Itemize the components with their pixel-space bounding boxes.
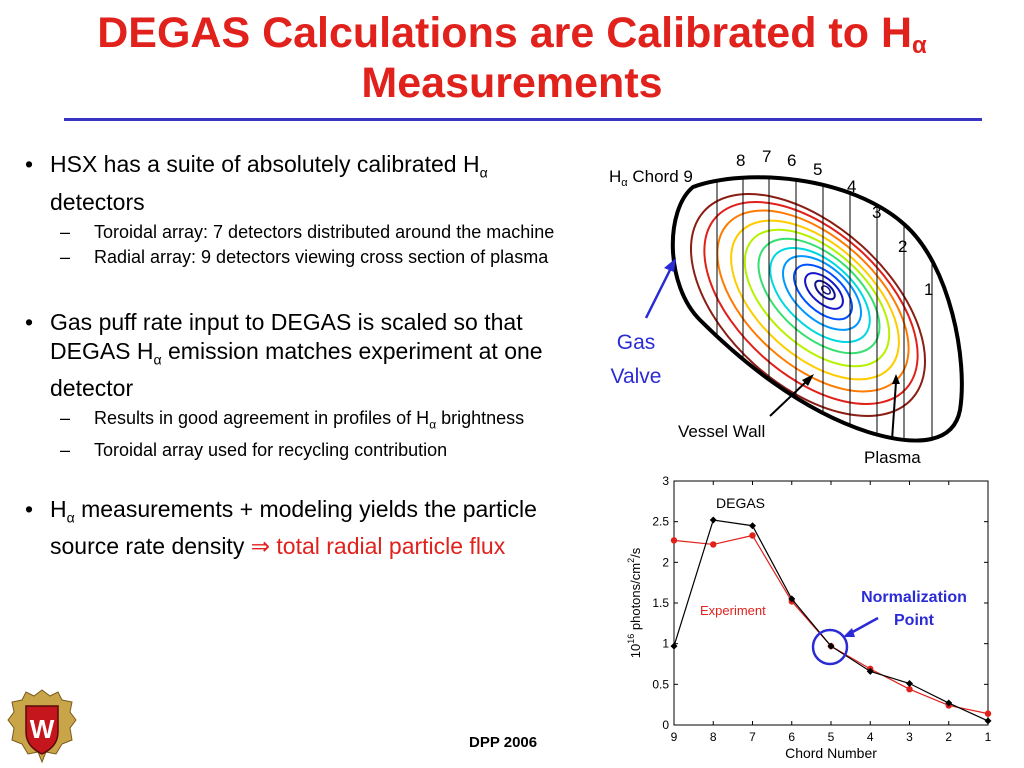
data-point-degas [984,717,992,725]
y-tick-label: 0.5 [652,677,669,691]
chord-3-label: 3 [872,203,881,222]
bullet-1: HSX has a suite of absolutely calibrated… [22,150,582,217]
title-subscript: α [912,32,927,59]
chord-9-label: Hα Chord 9 [609,167,693,189]
normalization-label-2: Point [894,612,935,629]
plasma-arrowhead-icon [892,374,900,384]
bullet-3-subscript: α [66,509,75,526]
cross-section-diagram: Hα Chord 9 8 7 6 5 4 3 2 1 Gas Valve Ves… [609,147,964,467]
sub-bullet-2-1-text: Results in good agreement in profiles of… [94,408,430,429]
title-line-2: Measurements [361,59,663,107]
sub-bullet-2-1: Results in good agreement in profiles of… [22,407,582,436]
implies-arrow: ⇒ [250,533,270,560]
chart-series [670,516,992,725]
y-tick-label: 0 [662,718,669,732]
slide-title: DEGAS Calculations are Calibrated to Hα … [0,8,1024,108]
chord-profile-chart: 0 0.5 1 1.5 2 2.5 3 9 8 7 6 5 4 3 2 1 Chord Number 101… [626,474,992,761]
bullet-list: HSX has a suite of absolutely calibrated… [22,150,582,561]
chord-1-label: 1 [924,280,933,299]
data-point-degas [749,522,756,530]
data-point-experiment [984,710,992,717]
bullet-1-text-end: detectors [50,188,145,215]
series-label-experiment: Experiment [700,603,766,618]
data-point-experiment [906,686,913,693]
data-point-experiment [710,541,717,548]
y-tick-label: 1 [662,637,669,651]
chord-8-label: 8 [736,151,745,170]
y-axis-label: 1016 photons/cm2/s [626,547,643,658]
chord-2-label: 2 [898,237,907,256]
title-divider [64,118,982,121]
seal-letter-w: W [30,714,55,744]
gas-valve-label-1: Gas [617,331,656,354]
vessel-wall-arrow [769,379,809,417]
bullet-2: Gas puff rate input to DEGAS is scaled s… [22,308,582,404]
x-tick-label: 6 [788,730,795,744]
y-tick-label: 2 [662,555,669,569]
data-point-degas [709,516,717,524]
data-point-degas [866,667,874,675]
bullet-2-subscript: α [153,351,162,368]
vessel-wall-label: Vessel Wall [678,422,765,441]
gas-valve-arrow [644,265,674,319]
plasma-contours [689,193,927,417]
plasma-arrow [891,381,897,441]
y-axis-ticks: 0 0.5 1 1.5 2 2.5 3 [652,474,988,732]
normalization-arrow [848,616,879,636]
footer-label: DPP 2006 [469,734,538,751]
normalization-point-circle [811,628,849,666]
x-axis-ticks: 9 8 7 6 5 4 3 2 1 [671,481,992,744]
normalization-label-1: Normalization [861,589,967,606]
chord-5-label: 5 [813,160,822,179]
chord-7-label: 7 [762,147,771,166]
x-tick-label: 1 [985,730,992,744]
bullet-1-subscript: α [479,164,488,181]
x-tick-label: 4 [867,730,874,744]
data-point-degas [827,642,835,650]
sub-bullet-1-1: Toroidal array: 7 detectors distributed … [22,221,582,243]
bullet-2-text: Gas puff rate input to DEGAS is scaled s… [50,308,523,364]
data-point-degas [906,680,913,688]
bullet-3-highlight: total radial particle flux [270,533,506,560]
gas-valve-label-2: Valve [611,365,662,388]
title-line-1: DEGAS Calculations are Calibrated to H [97,9,913,57]
series-label-degas: DEGAS [716,495,765,511]
x-axis-label: Chord Number [785,745,877,761]
data-point-degas [788,595,796,603]
bullet-3-text-start: H [50,495,67,522]
vessel-wall-arrowhead-icon [802,374,814,386]
chord-4-label: 4 [847,177,856,196]
chord-6-label: 6 [787,151,796,170]
y-tick-label: 1.5 [652,596,669,610]
x-tick-label: 3 [906,730,913,744]
bullet-3: Hα measurements + modeling yields the pa… [22,495,582,562]
sub-bullet-2-2: Toroidal array used for recycling contri… [22,439,582,461]
x-tick-label: 8 [710,730,717,744]
sub-bullet-2-1-text-end: brightness [436,408,525,429]
sub-bullet-2-1-subscript: α [429,417,437,432]
data-point-degas [945,699,953,707]
x-tick-label: 2 [945,730,952,744]
data-point-degas [670,642,678,650]
data-point-experiment [749,532,756,539]
bullet-1-text: HSX has a suite of absolutely calibrated… [50,151,480,177]
y-tick-label: 2.5 [652,515,669,529]
vessel-wall-outline [670,175,964,443]
university-seal-logo: W [7,689,77,764]
bullet-2-text-end: emission matches experiment at one detec… [50,337,543,402]
gas-valve-arrowhead-icon [664,258,676,272]
data-point-experiment [670,537,678,544]
y-tick-label: 3 [662,474,669,488]
normalization-arrowhead-icon [843,628,855,637]
bullet-3-text: measurements + modeling yields the parti… [50,495,537,560]
x-tick-label: 7 [749,730,756,744]
x-tick-label: 9 [671,730,678,744]
sub-bullet-1-2: Radial array: 9 detectors viewing cross … [22,246,582,268]
x-tick-label: 5 [828,730,835,744]
plasma-label: Plasma [864,448,921,467]
